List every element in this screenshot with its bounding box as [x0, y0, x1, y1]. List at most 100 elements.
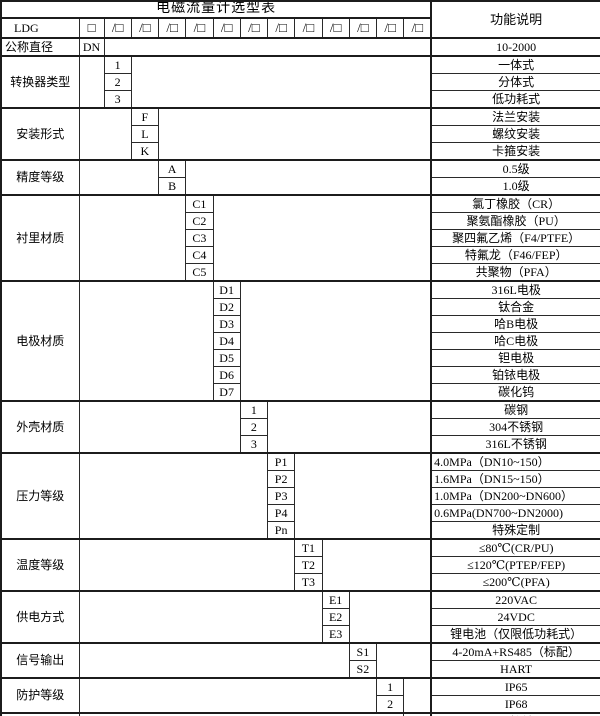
desc-cell: 钛合金	[430, 298, 600, 316]
section-label: 压力等级	[0, 452, 80, 540]
code-cell: DN	[78, 37, 105, 57]
desc-cell: 1.0级	[430, 177, 600, 196]
empty-cell	[78, 642, 350, 679]
desc-cell: 低功耗式	[430, 90, 600, 109]
code-cell: 3	[103, 90, 132, 109]
empty-cell	[78, 280, 214, 402]
code-cell: D7	[212, 383, 241, 402]
desc-cell: 0.5级	[430, 159, 600, 178]
section-label-diameter: 公称直径	[0, 37, 80, 57]
empty-cell	[185, 159, 432, 196]
empty-cell	[78, 538, 296, 592]
empty-cell	[403, 677, 432, 714]
desc-cell: 4.0MPa（DN10~150）	[430, 452, 600, 471]
code-cell: P4	[266, 504, 296, 522]
code-cell: C1	[185, 194, 214, 213]
model-slot: /□	[266, 17, 296, 39]
code-cell: 2	[239, 418, 269, 436]
section-label: 供电方式	[0, 590, 80, 644]
model-slot: /□	[103, 17, 132, 39]
desc-cell: 220VAC	[430, 590, 600, 609]
model-slot: /□	[348, 17, 378, 39]
section-label: 安装形式	[0, 107, 80, 161]
desc-cell: 聚四氟乙烯（F4/PTFE）	[430, 229, 600, 247]
desc-cell: 聚氨酯橡胶（PU）	[430, 212, 600, 230]
empty-cell	[78, 400, 241, 454]
code-cell: T2	[294, 556, 323, 574]
table-title: 电磁流量计选型表	[0, 0, 432, 19]
code-cell: 1	[103, 55, 132, 74]
code-cell: D3	[212, 315, 241, 333]
desc-cell: IP68	[430, 695, 600, 714]
section-label: 附件	[0, 712, 80, 716]
model-slot: /□	[212, 17, 241, 39]
empty-cell	[348, 590, 432, 644]
desc-cell: 哈B电极	[430, 315, 600, 333]
empty-cell	[103, 37, 432, 57]
desc-cell: 304不锈钢	[430, 418, 600, 436]
code-cell: T3	[294, 573, 323, 592]
code-cell: K	[130, 142, 160, 161]
empty-cell	[78, 107, 132, 161]
empty-cell	[78, 55, 105, 109]
model-slot: /□	[375, 17, 405, 39]
code-cell: P1	[266, 452, 296, 471]
model-slot: /□	[130, 17, 160, 39]
code-cell: D1	[212, 280, 241, 299]
code-cell: 3	[239, 435, 269, 454]
model-slot: /□	[403, 17, 432, 39]
model-slot: /□	[157, 17, 187, 39]
desc-cell: ≤80℃(CR/PU)	[430, 538, 600, 557]
desc-cell: ≤200℃(PFA)	[430, 573, 600, 592]
code-cell: E3	[321, 625, 350, 644]
empty-cell	[267, 400, 432, 454]
desc-cell: 碳钢	[430, 400, 600, 419]
code-cell: E1	[321, 590, 350, 609]
desc-cell: 10-2000	[430, 37, 600, 57]
model-prefix: LDG	[0, 17, 80, 39]
code-cell: 2	[103, 73, 132, 91]
code-cell: Pn	[266, 521, 296, 540]
desc-cell: 316L电极	[430, 280, 600, 299]
desc-cell: 氯丁橡胶（CR）	[430, 194, 600, 213]
empty-cell	[78, 159, 159, 196]
empty-cell	[158, 107, 432, 161]
model-slot: /□	[185, 17, 214, 39]
desc-cell: 1.0MPa（DN200~DN600）	[430, 487, 600, 505]
desc-cell: IP65	[430, 677, 600, 696]
function-column-header: 功能说明	[430, 0, 600, 39]
code-cell: D5	[212, 349, 241, 367]
desc-cell: 特氟龙（F46/FEP）	[430, 246, 600, 264]
section-label: 转换器类型	[0, 55, 80, 109]
desc-cell: 特殊定制	[430, 521, 600, 540]
code-cell: D2	[212, 298, 241, 316]
code-cell: A	[157, 159, 187, 178]
empty-cell	[78, 452, 268, 540]
code-cell: S2	[348, 660, 378, 679]
section-label: 防护等级	[0, 677, 80, 714]
desc-cell: 0.6MPa(DN700~DN2000)	[430, 504, 600, 522]
empty-cell	[294, 452, 432, 540]
empty-cell	[78, 194, 187, 282]
empty-cell	[130, 55, 432, 109]
section-label: 电极材质	[0, 280, 80, 402]
code-cell: L	[130, 125, 160, 143]
empty-cell	[376, 642, 432, 679]
model-slot: /□	[321, 17, 350, 39]
desc-cell: 分体式	[430, 73, 600, 91]
model-slot: /□	[294, 17, 323, 39]
code-cell: E2	[321, 608, 350, 626]
desc-cell: 卡箍安装	[430, 142, 600, 161]
desc-cell: 4-20mA+RS485（标配）	[430, 642, 600, 661]
code-cell: D4	[212, 332, 241, 350]
section-label: 外壳材质	[0, 400, 80, 454]
desc-cell: 316L不锈钢	[430, 435, 600, 454]
desc-cell: 碳化钨	[430, 383, 600, 402]
desc-cell: 24VDC	[430, 608, 600, 626]
code-cell: 1	[375, 677, 405, 696]
desc-cell: 锂电池（仅限低功耗式）	[430, 625, 600, 644]
model-box: □	[78, 17, 105, 39]
code-cell: 1	[239, 400, 269, 419]
